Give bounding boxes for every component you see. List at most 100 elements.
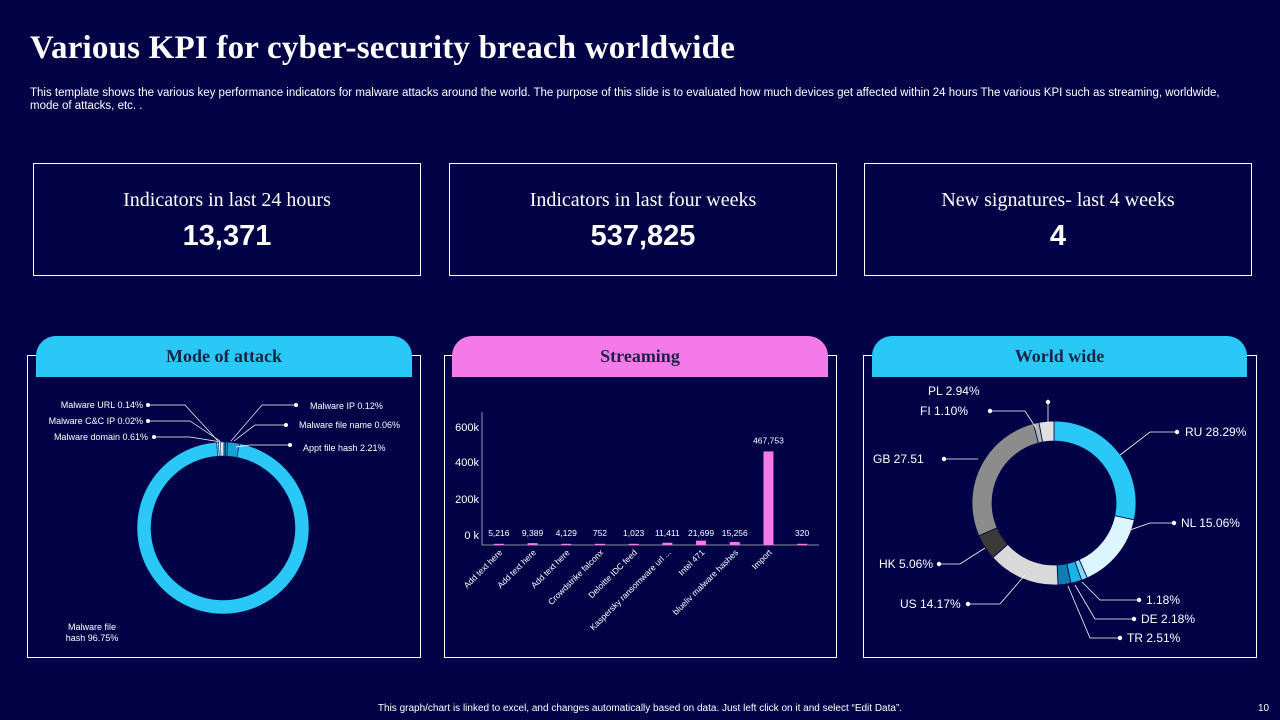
slice-label: Malware C&C IP 0.02%	[49, 416, 143, 426]
leader-dot	[941, 456, 947, 462]
kpi-card-24-hours: Indicators in last 24 hours 13,371	[33, 163, 421, 276]
bar	[662, 542, 673, 545]
leader-line	[939, 547, 986, 565]
leader-line	[154, 436, 222, 443]
leader-dot	[146, 419, 150, 423]
leader-line	[1067, 585, 1120, 639]
slice-label: FI 1.10%	[920, 404, 968, 418]
leader-dot	[1045, 399, 1051, 405]
slice-label: Malware domain 0.61%	[54, 432, 148, 442]
x-tick-label: blueliv malware hashes	[671, 547, 741, 617]
slide-description: This template shows the various key perf…	[30, 87, 1220, 112]
leader-dot	[987, 408, 993, 414]
pie-slice	[971, 423, 1039, 537]
slice-label: NL 15.06%	[1181, 516, 1240, 530]
leader-dot	[1131, 616, 1137, 622]
leader-dot	[1171, 520, 1177, 526]
bar-value-label: 5,216	[488, 528, 510, 538]
leader-line	[990, 410, 1037, 429]
kpi-card-four-weeks: Indicators in last four weeks 537,825	[449, 163, 837, 276]
leader-dot	[288, 443, 292, 447]
kpi-label: Indicators in last four weeks	[529, 189, 757, 211]
tab-mode-of-attack: Mode of attack	[36, 336, 412, 377]
x-tick-label: Intel 471	[676, 547, 706, 577]
bar-value-label: 752	[593, 528, 607, 538]
leader-line	[968, 574, 1026, 605]
leader-line	[235, 444, 290, 448]
world-wide-chart: RU 28.29% NL 15.06% 1.18% DE 2.18% TR 2.51% U…	[873, 384, 1247, 645]
bar	[561, 543, 572, 545]
leader-line	[148, 420, 221, 442]
x-tick-label: Import	[750, 547, 775, 572]
pie-slice	[1078, 515, 1135, 579]
leader-dot	[284, 423, 288, 427]
bar	[594, 543, 605, 545]
bar-value-label: 9,389	[522, 528, 544, 538]
pie-slice	[992, 543, 1059, 586]
bar-value-label: 21,699	[688, 528, 714, 538]
kpi-label: New signatures- last 4 weeks	[941, 189, 1175, 211]
mode-of-attack-chart: Malware URL 0.14% Malware C&C IP 0.02% Mal…	[49, 400, 400, 643]
leader-line	[1074, 584, 1134, 620]
leader-dot	[965, 601, 971, 607]
pie-slice	[136, 441, 310, 615]
bar	[797, 543, 808, 545]
pie-slice	[1053, 420, 1137, 521]
slice-label: hash 96.75%	[66, 633, 119, 643]
bar	[527, 543, 538, 545]
bar	[763, 451, 774, 545]
page-number: 10	[1258, 703, 1270, 714]
bar	[628, 543, 639, 545]
bar-value-label: 320	[795, 528, 809, 538]
leader-dot	[936, 561, 942, 567]
leader-dot	[1117, 635, 1123, 641]
kpi-value: 13,371	[182, 220, 272, 252]
leader-dot	[146, 403, 150, 407]
slice-label: Malware file	[68, 622, 116, 632]
slice-label: Malware file name 0.06%	[299, 420, 400, 430]
slice-label: Malware URL 0.14%	[61, 400, 143, 410]
leader-line	[233, 424, 286, 442]
leader-line	[148, 404, 219, 442]
kpi-value: 537,825	[590, 220, 696, 252]
leader-line	[1129, 522, 1174, 531]
pie-slice	[1038, 420, 1055, 443]
slide-title: Various KPI for cyber-security breach wo…	[30, 30, 736, 66]
slice-label: TR 2.51%	[1127, 631, 1181, 645]
slice-label: PL 2.94%	[928, 384, 980, 398]
slice-label: US 14.17%	[900, 597, 961, 611]
slice-label: HK 5.06%	[879, 557, 933, 571]
bar	[729, 541, 740, 545]
slice-label: DE 2.18%	[1141, 612, 1195, 626]
leader-line	[230, 404, 296, 442]
slice-label: Malware IP 0.12%	[310, 401, 383, 411]
leader-dot	[1136, 597, 1142, 603]
y-tick-label: 600k	[455, 422, 479, 434]
bar-value-label: 1,023	[623, 528, 645, 538]
slice-label: GB 27.51	[873, 452, 924, 466]
slice-label: RU 28.29%	[1185, 425, 1247, 439]
slice-label: Appt file hash 2.21%	[303, 443, 386, 453]
bar-value-label: 467,753	[753, 435, 784, 445]
bar-value-label: 15,256	[722, 528, 748, 538]
footer-note: This graph/chart is linked to excel, and…	[377, 703, 903, 714]
y-tick-label: 400k	[455, 457, 479, 469]
leader-line	[1081, 581, 1139, 601]
tab-world-wide: World wide	[872, 336, 1247, 377]
kpi-label: Indicators in last 24 hours	[123, 189, 331, 211]
y-tick-label: 200k	[455, 494, 479, 506]
bar-value-label: 4,129	[556, 528, 578, 538]
y-tick-label: 0 k	[464, 530, 479, 542]
slice-label: 1.18%	[1146, 593, 1180, 607]
kpi-value: 4	[1049, 220, 1067, 252]
bar-value-label: 11,411	[655, 528, 680, 538]
tab-streaming: Streaming	[452, 336, 828, 377]
leader-dot	[294, 403, 298, 407]
pie-slice	[220, 441, 225, 457]
kpi-card-new-signatures: New signatures- last 4 weeks 4	[864, 163, 1252, 276]
leader-dot	[152, 435, 156, 439]
leader-line	[1119, 431, 1177, 456]
bar	[696, 540, 707, 545]
